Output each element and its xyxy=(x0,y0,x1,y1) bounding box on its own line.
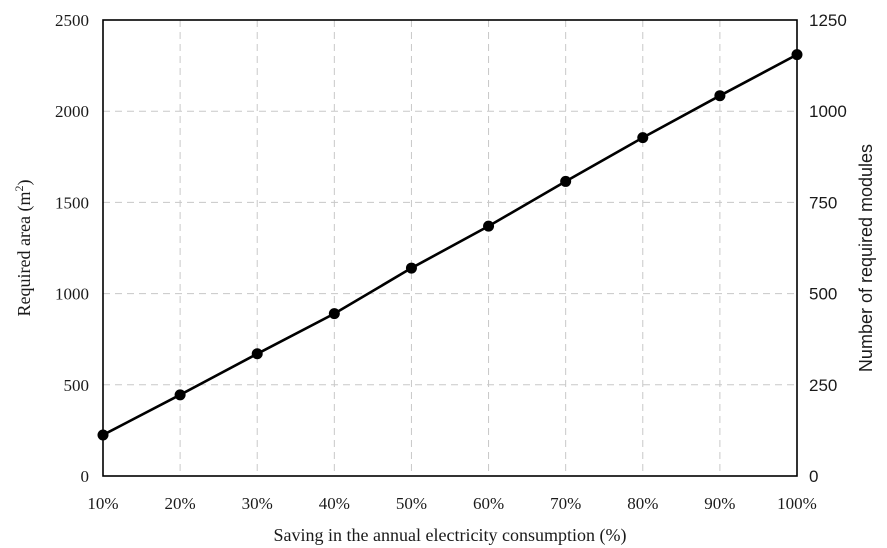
right-y-axis-title: Number of required modules xyxy=(856,144,876,372)
left-y-tick-label: 1500 xyxy=(55,193,89,212)
series-line xyxy=(102,53,798,437)
right-y-tick-label: 1250 xyxy=(809,11,847,30)
data-point xyxy=(328,308,340,320)
data-point xyxy=(791,49,803,61)
x-tick-label: 20% xyxy=(165,494,196,513)
left-y-tick-label: 0 xyxy=(81,467,90,486)
right-y-tick-label: 1000 xyxy=(809,102,847,121)
x-tick-label: 70% xyxy=(550,494,581,513)
plot-frame xyxy=(102,19,798,477)
left-axis-ticks: 0 500 1000 1500 2000 2500 xyxy=(55,11,89,486)
left-y-tick-label: 2000 xyxy=(55,102,89,121)
right-axis-ticks: 0 250 500 750 1000 1250 xyxy=(809,11,847,486)
x-tick-label: 100% xyxy=(777,494,817,513)
left-y-tick-label: 1000 xyxy=(55,285,89,304)
x-axis-title: Saving in the annual electricity consump… xyxy=(274,525,627,546)
x-tick-label: 30% xyxy=(242,494,273,513)
right-y-tick-label: 500 xyxy=(809,285,837,304)
x-tick-label: 80% xyxy=(627,494,658,513)
x-tick-label: 50% xyxy=(396,494,427,513)
data-point xyxy=(174,389,186,401)
x-tick-label: 10% xyxy=(87,494,118,513)
left-y-tick-label: 500 xyxy=(64,376,90,395)
data-point xyxy=(97,429,109,441)
right-y-tick-label: 750 xyxy=(809,193,837,212)
right-y-tick-label: 0 xyxy=(809,467,818,486)
left-y-axis-title: Required area (m2) xyxy=(12,180,35,317)
x-tick-label: 60% xyxy=(473,494,504,513)
x-axis-ticks: 10% 20% 30% 40% 50% 60% 70% 80% 90% 100% xyxy=(87,494,816,513)
x-tick-label: 40% xyxy=(319,494,350,513)
right-y-tick-label: 250 xyxy=(809,376,837,395)
data-point xyxy=(405,262,417,274)
left-y-tick-label: 2500 xyxy=(55,11,89,30)
x-tick-label: 90% xyxy=(704,494,735,513)
data-point xyxy=(560,175,572,187)
data-point xyxy=(714,90,726,102)
data-point xyxy=(637,132,649,144)
data-point xyxy=(483,220,495,232)
data-point xyxy=(251,348,263,360)
gridlines xyxy=(103,20,797,476)
data-points xyxy=(97,49,803,441)
